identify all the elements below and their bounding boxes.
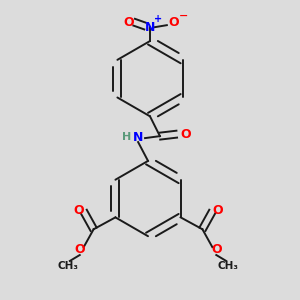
Text: H: H (122, 132, 131, 142)
Text: O: O (123, 16, 134, 29)
Text: N: N (145, 21, 155, 34)
Text: −: − (179, 11, 188, 21)
Text: +: + (154, 14, 162, 24)
Text: CH₃: CH₃ (218, 261, 239, 271)
Text: O: O (74, 204, 84, 217)
Text: O: O (211, 243, 222, 256)
Text: CH₃: CH₃ (57, 261, 78, 271)
Text: N: N (133, 130, 143, 144)
Text: O: O (169, 16, 179, 29)
Text: O: O (212, 204, 223, 217)
Text: O: O (180, 128, 191, 141)
Text: O: O (74, 243, 85, 256)
